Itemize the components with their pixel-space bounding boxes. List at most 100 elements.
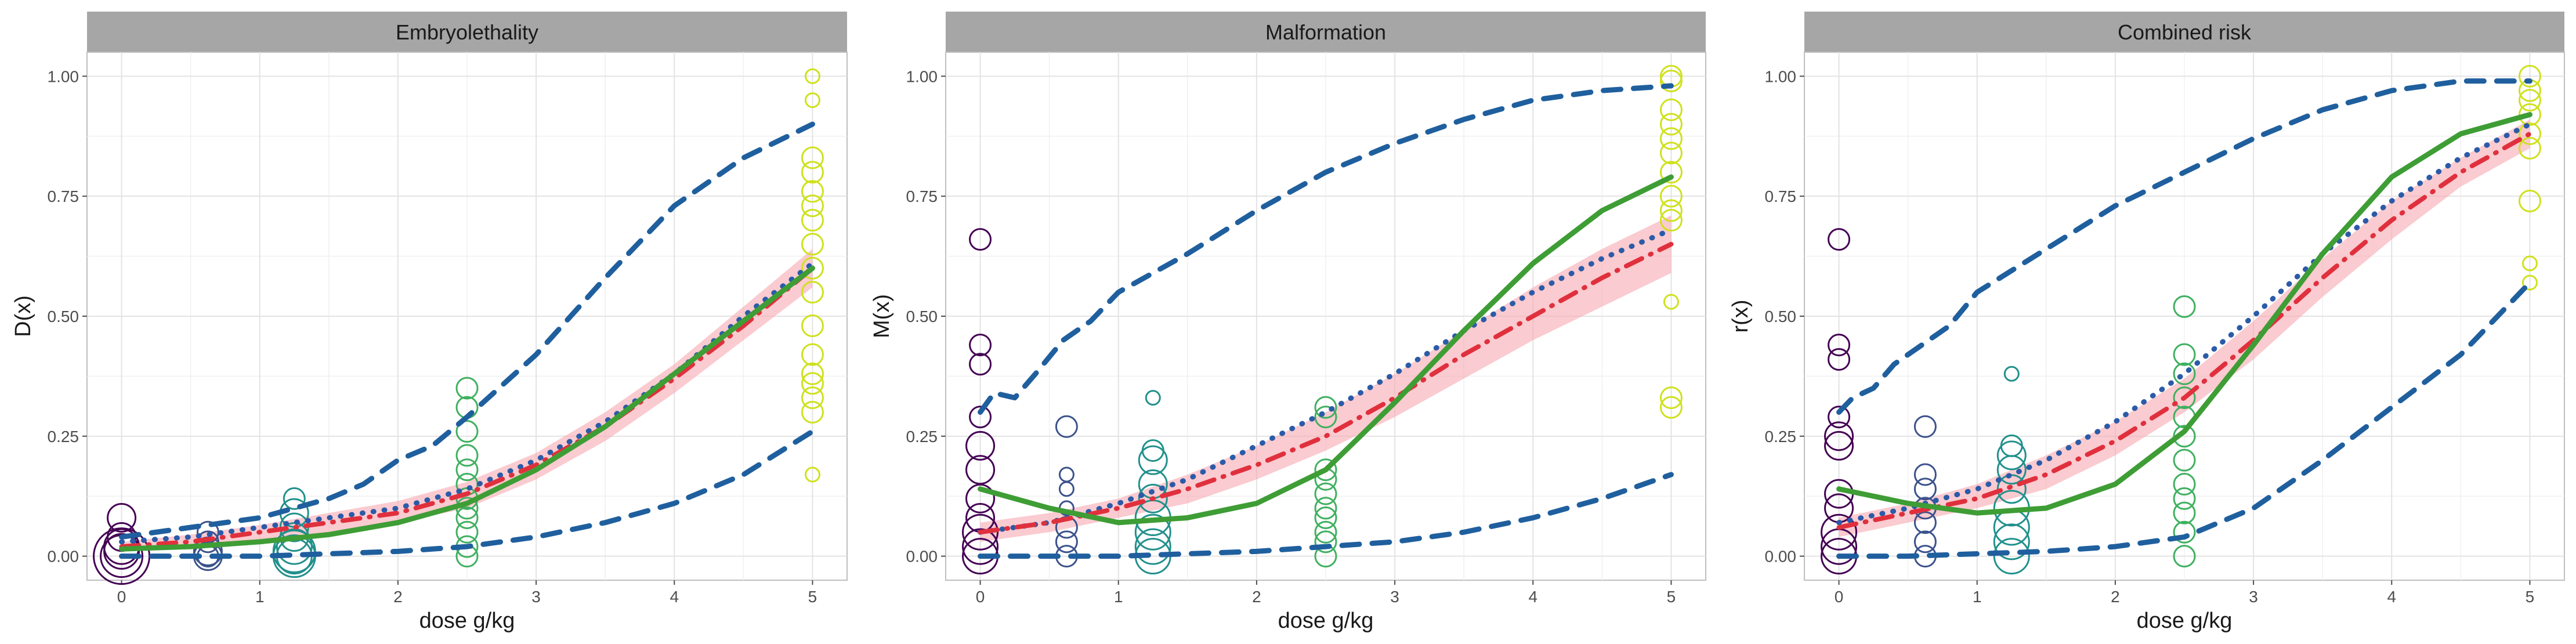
- confidence-ribbon: [1839, 119, 2530, 537]
- data-point: [2518, 103, 2541, 126]
- data-point: [1141, 439, 1164, 462]
- data-point: [455, 506, 479, 529]
- data-point: [1913, 477, 1937, 501]
- data-point: [1828, 348, 1851, 371]
- data-point: [1138, 483, 1168, 513]
- dashdot-fit-line: [119, 266, 815, 549]
- data-point: [1659, 113, 1683, 136]
- data-point: [969, 228, 992, 251]
- y-tick-label: 0.50: [48, 307, 79, 325]
- data-point: [2518, 122, 2541, 146]
- lower-band-line: [1836, 280, 2532, 559]
- data-point: [1314, 497, 1337, 520]
- smooth-fit-line: [119, 265, 815, 552]
- dashdot-fit-line: [978, 241, 1674, 535]
- data-point: [1828, 406, 1851, 429]
- data-point: [455, 520, 479, 544]
- smooth-fit-line: [978, 174, 1674, 526]
- data-point: [1821, 513, 1858, 551]
- y-tick-label: 0.00: [906, 548, 938, 566]
- x-tick-label: 4: [670, 588, 679, 606]
- data-point: [801, 146, 824, 169]
- data-point: [455, 444, 479, 467]
- panel-title: Malformation: [1265, 20, 1386, 44]
- x-tick-label: 5: [2526, 588, 2535, 606]
- data-point: [801, 386, 824, 410]
- data-point: [801, 161, 824, 184]
- strip-background: [1804, 12, 2564, 52]
- data-point: [1659, 161, 1683, 184]
- x-axis-title: dose g/kg: [2137, 609, 2233, 633]
- y-tick-label: 0.00: [1765, 548, 1797, 566]
- upper-band-line: [119, 121, 815, 540]
- y-tick-label: 0.50: [1765, 307, 1797, 325]
- data-point: [1134, 513, 1171, 551]
- data-point: [1314, 520, 1337, 544]
- x-tick-label: 4: [1528, 588, 1537, 606]
- data-point: [801, 343, 824, 366]
- data-point: [965, 455, 996, 485]
- data-point: [272, 529, 316, 573]
- plot-area: 0 1 2 3 4 5 0.00 0.25 0.50 0.75 1.00: [906, 52, 1706, 606]
- data-point: [455, 458, 479, 482]
- panel-combined-risk: Combined risk 0 1 2 3 4 5 0.00 0.25 0.50 0.75 1.00…: [1728, 12, 2565, 633]
- data-point: [1993, 538, 2030, 575]
- data-point: [1055, 530, 1078, 553]
- data-point: [1314, 482, 1337, 505]
- y-axis-title: r(x): [1728, 300, 1753, 333]
- y-tick-label: 0.25: [48, 428, 79, 446]
- data-point: [801, 314, 824, 338]
- data-point: [1828, 334, 1851, 357]
- strip-background: [87, 12, 847, 52]
- x-tick-label: 0: [1835, 588, 1844, 606]
- x-tick-label: 5: [808, 588, 817, 606]
- data-point: [455, 420, 479, 443]
- plot-area: 0 1 2 3 4 5 0.00 0.25 0.50 0.75 1.00: [1765, 52, 2565, 606]
- data-point: [1828, 228, 1851, 251]
- data-point: [2173, 520, 2196, 544]
- data-point: [1659, 209, 1683, 232]
- lower-band-line: [119, 429, 815, 559]
- data-point: [1138, 445, 1168, 475]
- y-tick-label: 0.75: [1765, 187, 1797, 205]
- data-point: [804, 466, 820, 483]
- data-point: [804, 68, 820, 84]
- data-point: [801, 362, 824, 385]
- data-point: [1659, 184, 1683, 208]
- data-point: [2173, 487, 2196, 510]
- x-tick-label: 2: [393, 588, 403, 606]
- data-point: [2000, 434, 2023, 457]
- data-point: [1314, 530, 1337, 553]
- y-tick-label: 0.50: [906, 307, 938, 325]
- x-tick-label: 2: [1252, 588, 1261, 606]
- data-point: [283, 487, 306, 510]
- data-point: [1913, 530, 1937, 553]
- data-point: [1659, 98, 1683, 121]
- data-point: [2521, 274, 2538, 291]
- data-point: [1145, 390, 1161, 406]
- data-point: [965, 483, 996, 513]
- data-point: [1314, 406, 1337, 429]
- data-point: [1663, 294, 1679, 310]
- x-tick-label: 0: [117, 588, 126, 606]
- y-tick-label: 1.00: [48, 67, 79, 85]
- data-point: [1058, 466, 1074, 483]
- y-tick-label: 1.00: [906, 67, 938, 85]
- data-point: [1659, 142, 1683, 165]
- data-point: [801, 209, 824, 232]
- x-tick-label: 2: [2111, 588, 2120, 606]
- x-tick-label: 3: [531, 588, 541, 606]
- x-tick-label: 1: [255, 588, 265, 606]
- data-point: [2521, 255, 2538, 272]
- panel-malformation: Malformation 0 1 2 3 4 50.000.250.500.751.00 …: [870, 12, 1706, 633]
- x-axis-title: dose g/kg: [1278, 609, 1374, 633]
- data-point: [2003, 366, 2020, 382]
- x-tick-label: 1: [1114, 588, 1123, 606]
- data-point: [2173, 448, 2196, 472]
- y-tick-label: 0.75: [906, 187, 938, 205]
- data-point: [1659, 396, 1683, 419]
- panel-title: Embryolethality: [396, 20, 538, 44]
- data-point: [962, 528, 999, 565]
- plot-area: 0 1 2 3 4 5 0.00 0.25 0.50 0.75 1.00: [48, 52, 848, 606]
- data-point: [1314, 506, 1337, 529]
